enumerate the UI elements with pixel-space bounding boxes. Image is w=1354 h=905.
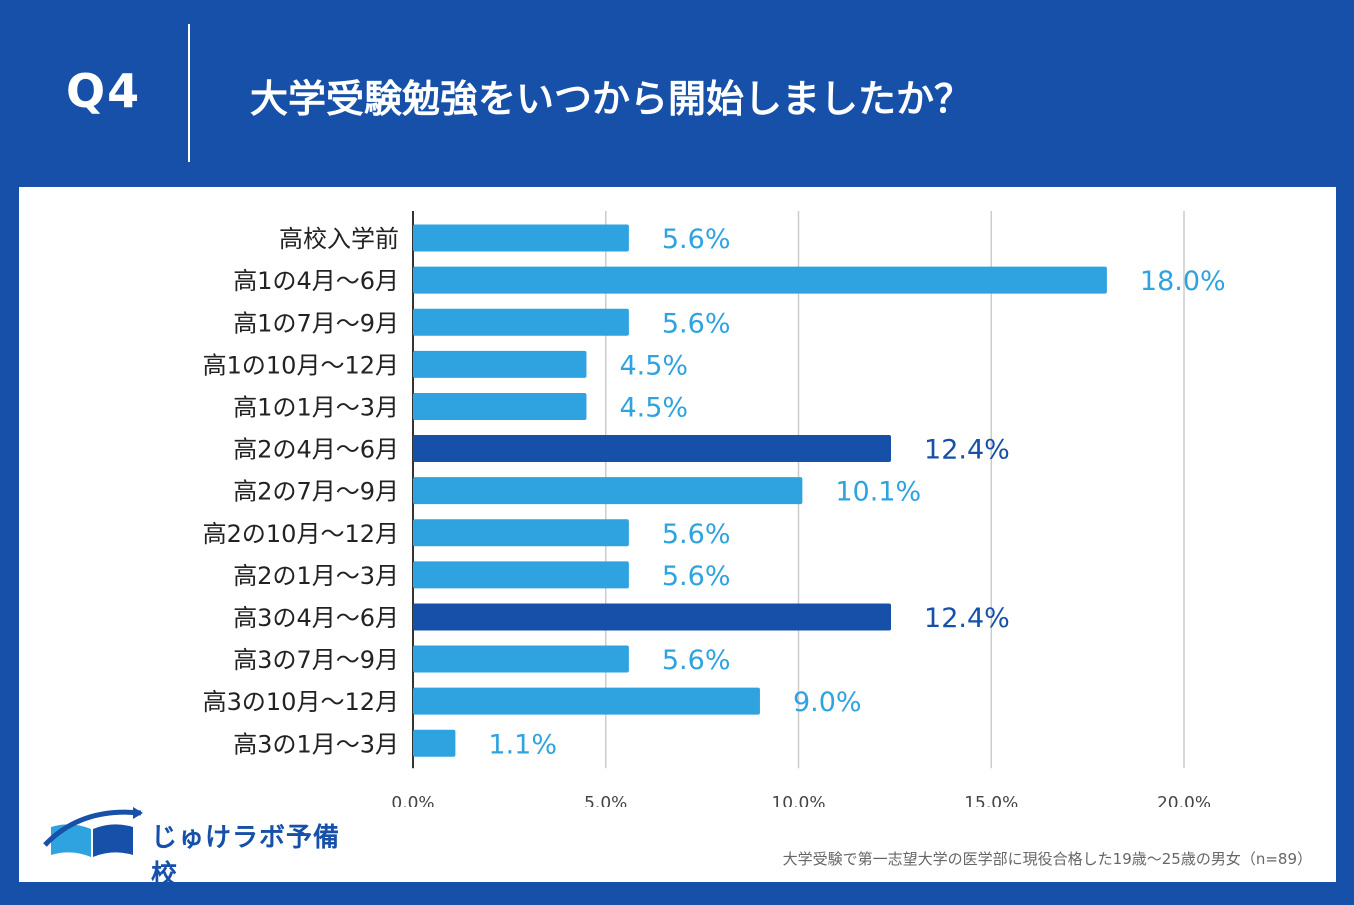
value-label: 12.4% [924,603,1010,634]
value-label: 10.1% [835,477,921,508]
brand-logo: じゅけラボ予備校 [41,805,361,890]
value-label: 4.5% [619,392,688,423]
bar [413,392,587,420]
footnote: 大学受験で第一志望大学の医学部に現役合格した19歳〜25歳の男女（n=89） [782,850,1312,868]
chart-panel: 0.0% 5.0% 10.0% 15.0% 20.0% 高校入学前 5.6% 高1の4月〜6月… [19,187,1336,890]
x-tick-label: 5.0% [584,793,627,807]
category-label: 高2の4月〜6月 [233,436,399,464]
bar [413,350,587,378]
value-label: 9.0% [793,687,862,718]
value-label: 12.4% [924,435,1010,466]
category-label: 高2の10月〜12月 [203,520,399,548]
category-label: 高3の7月〜9月 [233,646,399,674]
category-label: 高2の1月〜3月 [233,562,399,590]
category-label: 高3の1月〜3月 [233,730,399,758]
value-label: 5.6% [662,519,731,550]
category-label: 高1の10月〜12月 [203,351,399,379]
bar [413,477,803,505]
bar [413,519,629,547]
bar [413,435,892,463]
value-label: 5.6% [662,645,731,676]
bar [413,729,456,757]
bar [413,603,892,631]
value-label: 5.6% [662,561,731,592]
category-label: 高1の7月〜9月 [233,309,399,337]
brand-name: じゅけラボ予備校 [151,823,341,890]
category-label: 高3の4月〜6月 [233,604,399,632]
category-label: 高1の1月〜3月 [233,393,399,421]
value-label: 5.6% [662,308,731,339]
value-label: 1.1% [488,729,557,760]
x-tick-label: 0.0% [391,793,434,807]
bar [413,308,629,336]
header-divider [188,24,190,162]
book-logo-icon [43,807,143,857]
x-tick-label: 20.0% [1157,793,1211,807]
bar [413,266,1107,294]
category-label: 高3の10月〜12月 [203,688,399,716]
bar [413,224,629,252]
category-label: 高1の4月〜6月 [233,267,399,295]
x-tick-label: 15.0% [964,793,1018,807]
value-label: 5.6% [662,224,731,255]
x-tick-label: 10.0% [771,793,825,807]
category-label: 高校入学前 [279,225,399,253]
value-label: 18.0% [1140,266,1226,297]
bar [413,687,760,715]
page-title: 大学受験勉強をいつから開始しましたか？ [250,77,973,121]
bar [413,645,629,673]
question-number: Q4 [66,64,142,118]
bar-chart: 0.0% 5.0% 10.0% 15.0% 20.0% 高校入学前 5.6% 高1の4月〜6月… [203,211,1226,807]
bar [413,561,629,589]
category-label: 高2の7月〜9月 [233,478,399,506]
value-label: 4.5% [619,350,688,381]
